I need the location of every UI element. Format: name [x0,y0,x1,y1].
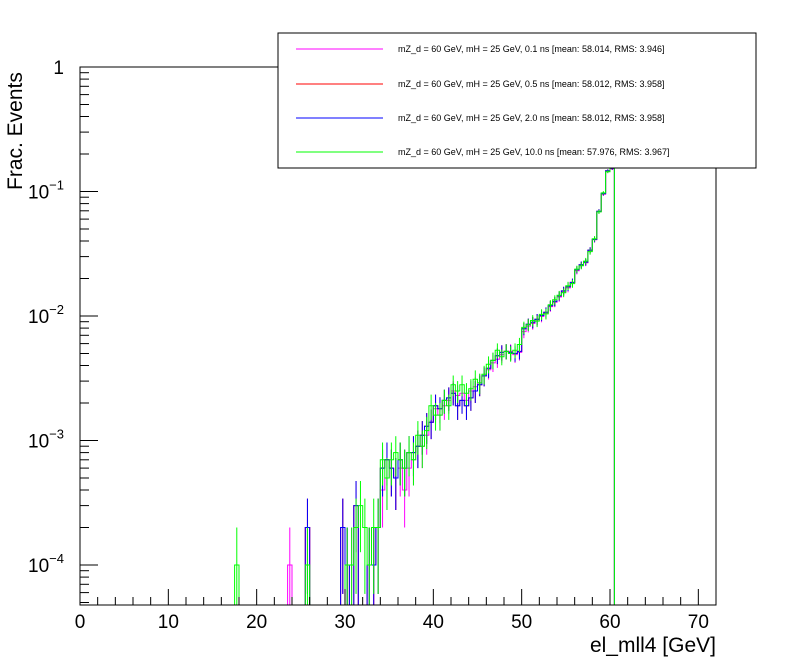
x-tick-label: 70 [688,612,709,633]
x-tick-label: 30 [334,612,355,633]
legend-box [277,32,757,169]
legend-label-1: mZ_d = 60 GeV, mH = 25 GeV, 0.5 ns [mean… [398,79,665,89]
x-axis-label: el_mll4 [GeV] [590,634,716,657]
legend-label-3: mZ_d = 60 GeV, mH = 25 GeV, 10.0 ns [mea… [398,147,670,157]
legend: mZ_d = 60 GeV, mH = 25 GeV, 0.1 ns [mean… [277,32,757,169]
y-tick-label: 1 [53,58,64,79]
y-tick-label: 10−1 [28,178,64,204]
x-tick-label: 50 [511,612,532,633]
legend-label-0: mZ_d = 60 GeV, mH = 25 GeV, 0.1 ns [mean… [398,44,665,54]
y-tick-layer: 1 10−1 10−2 10−3 10−4 [28,58,98,603]
x-tick-label: 40 [423,612,444,633]
y-tick-label: 10−2 [28,302,64,328]
legend-label-2: mZ_d = 60 GeV, mH = 25 GeV, 2.0 ns [mean… [398,113,665,123]
y-tick-label: 10−4 [28,551,64,577]
series-layer [80,165,716,606]
x-tick-layer: 0 10 20 30 40 50 60 70 [75,589,717,633]
y-tick-label: 10−3 [28,427,64,453]
y-axis-label: Frac. Events [4,72,27,190]
x-tick-label: 60 [599,612,620,633]
x-tick-label: 0 [75,612,86,633]
x-tick-label: 20 [246,612,267,633]
x-tick-label: 10 [158,612,179,633]
